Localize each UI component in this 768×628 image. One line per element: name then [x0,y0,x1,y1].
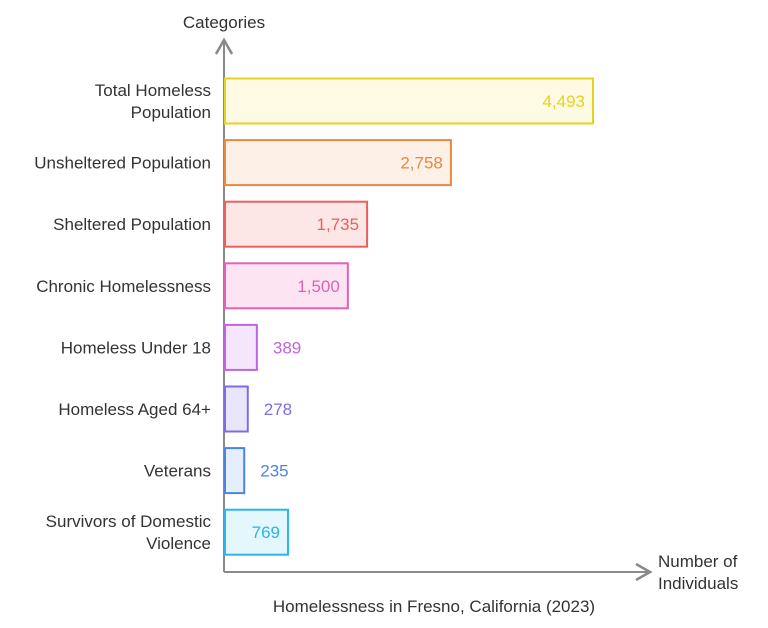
bar [224,385,249,433]
data-label: 2,758 [400,154,443,173]
data-label: 1,500 [297,277,340,296]
category-label: Veterans [144,462,211,481]
y-axis-label: Categories [183,13,265,32]
data-label: 1,735 [317,215,360,234]
x-axis-label: Number of Individuals [658,552,738,593]
bar [224,262,349,310]
data-label: 278 [264,400,292,419]
bar [224,447,246,495]
data-label: 769 [252,523,280,542]
bar [224,139,452,187]
bar [224,323,258,371]
data-label: 235 [260,462,288,481]
bar [224,508,289,556]
bar [224,200,369,248]
category-label: Homeless Under 18 [61,338,211,357]
category-label: Homeless Aged 64+ [58,400,211,419]
bar [224,77,594,125]
category-label: Unsheltered Population [34,154,211,173]
data-label: 4,493 [542,92,585,111]
category-label: Survivors of Domestic Violence [46,512,212,553]
category-label: Chronic Homelessness [36,277,211,296]
category-label: Sheltered Population [53,215,211,234]
data-label: 389 [273,338,301,357]
category-label: Total Homeless Population [95,81,211,122]
chart-title: Homelessness in Fresno, California (2023… [273,597,595,616]
